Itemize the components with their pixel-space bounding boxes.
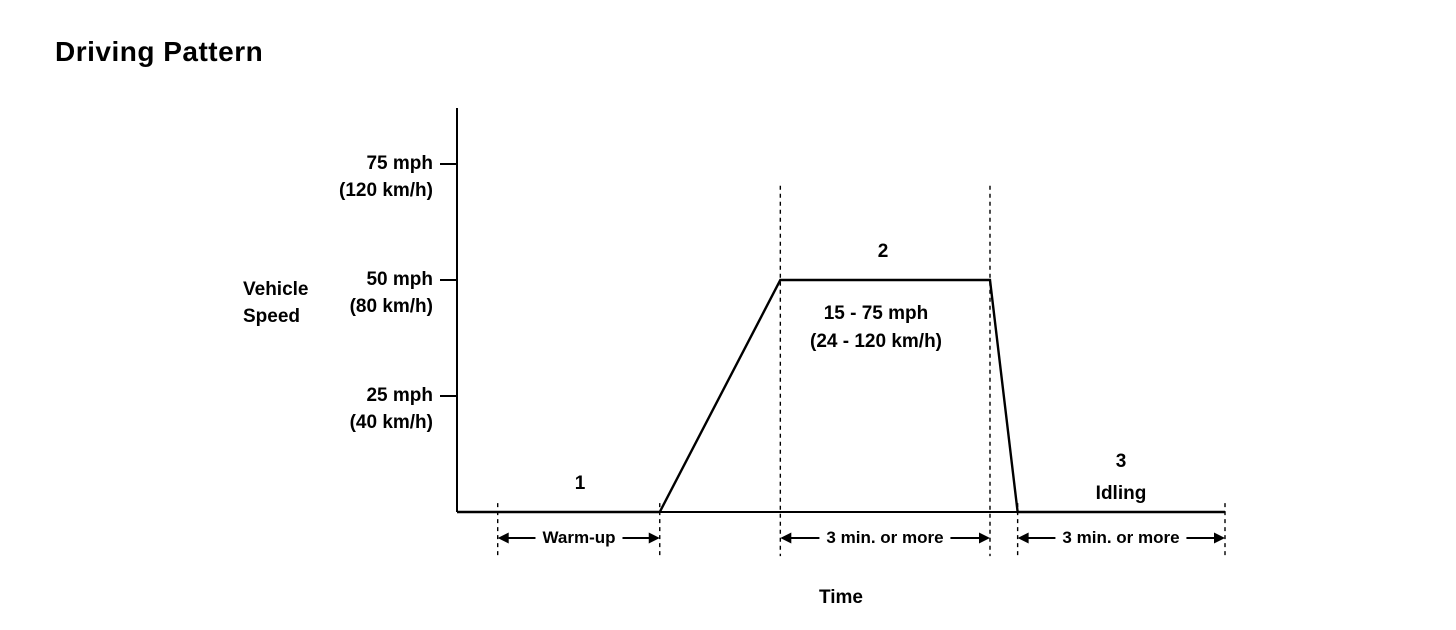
phase-2-speed-range-kmh: (24 - 120 km/h) — [810, 331, 942, 352]
y-axis-label-line1: Vehicle — [243, 279, 309, 300]
phase-2-number: 2 — [877, 241, 889, 262]
y-tick-50mph: 50 mph (80 km/h) — [350, 266, 433, 320]
phase-3-idling-label: Idling — [1095, 483, 1147, 504]
span-label-warm-up: Warm-up — [535, 527, 623, 549]
y-axis-label-line2: Speed — [243, 306, 301, 327]
y-tick-75mph: 75 mph (120 km/h) — [339, 150, 433, 204]
y-tick-75mph-mph: 75 mph — [366, 153, 433, 174]
x-axis-label: Time — [818, 587, 864, 608]
phase-1-number: 1 — [574, 473, 586, 494]
y-tick-25mph-mph: 25 mph — [366, 385, 433, 406]
span-label-idle-duration: 3 min. or more — [1055, 527, 1187, 549]
y-tick-25mph-kmh: (40 km/h) — [349, 412, 433, 433]
page-title: Driving Pattern — [55, 36, 264, 67]
y-tick-50mph-kmh: (80 km/h) — [349, 296, 433, 317]
y-tick-50mph-mph: 50 mph — [366, 269, 433, 290]
phase-2-speed-range-mph: 15 - 75 mph — [823, 303, 929, 324]
phase-3-number: 3 — [1115, 451, 1127, 472]
y-tick-75mph-kmh: (120 km/h) — [339, 180, 433, 201]
y-tick-25mph: 25 mph (40 km/h) — [350, 382, 433, 436]
y-axis-label: Vehicle Speed — [243, 276, 309, 330]
span-label-cruise-duration: 3 min. or more — [819, 527, 951, 549]
